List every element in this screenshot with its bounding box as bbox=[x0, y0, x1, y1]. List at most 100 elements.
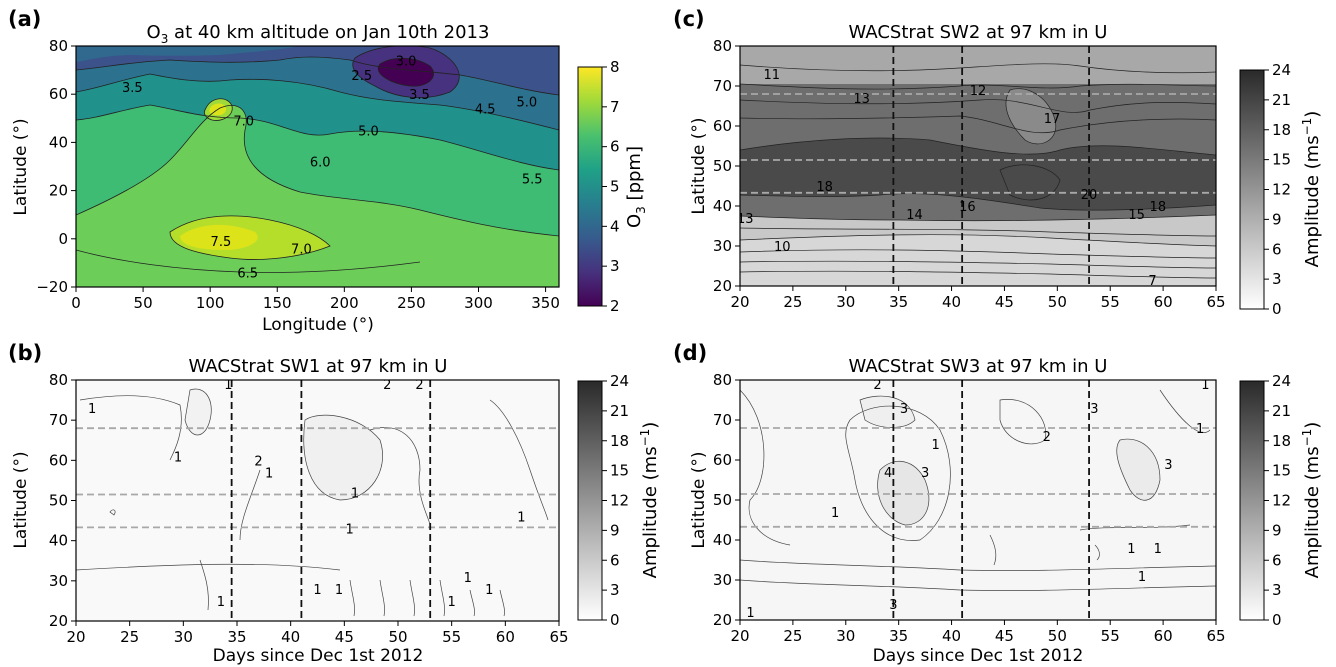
x-tick-label: 60 bbox=[1154, 293, 1173, 311]
y-tick-label: 60 bbox=[713, 451, 732, 469]
colorbar-tick-label: 12 bbox=[1272, 181, 1291, 199]
x-tick-label: 65 bbox=[549, 628, 568, 646]
x-tick-label: 350 bbox=[531, 294, 560, 312]
x-tick-label: 60 bbox=[496, 628, 515, 646]
colorbar-tick-label: 24 bbox=[610, 372, 629, 390]
x-tick-label: 25 bbox=[783, 627, 802, 645]
colorbar-tick-label: 21 bbox=[1272, 91, 1291, 109]
y-tick-label: 40 bbox=[49, 532, 68, 550]
y-tick-label: 50 bbox=[713, 491, 732, 509]
colorbar-tick-label: 3 bbox=[1272, 270, 1282, 288]
contour-label: 5.0 bbox=[516, 95, 537, 110]
x-tick-label: 45 bbox=[995, 627, 1014, 645]
colorbar-tick-label: 15 bbox=[610, 462, 629, 480]
contour-label: 13 bbox=[853, 92, 870, 107]
y-tick-label: 80 bbox=[713, 37, 732, 55]
contour-label: 18 bbox=[816, 180, 833, 195]
colorbar-tick-label: 8 bbox=[610, 58, 620, 76]
panel-b-colorbar-ticks: 0 3 6 9 12 15 18 21 24 bbox=[602, 372, 629, 629]
contour-label: 4.5 bbox=[475, 103, 496, 118]
x-tick-label: 20 bbox=[66, 628, 85, 646]
colorbar-tick-label: 3 bbox=[610, 257, 620, 275]
y-tick-label: 80 bbox=[49, 37, 68, 55]
x-tick-label: 45 bbox=[995, 293, 1014, 311]
panel-a-ylabel: Latitude (°) bbox=[11, 118, 31, 215]
contour-label: 1 bbox=[1196, 422, 1204, 437]
y-tick-label: 30 bbox=[713, 571, 732, 589]
panel-c-title: WACStrat SW2 at 97 km in U bbox=[849, 22, 1108, 43]
y-tick-label: 20 bbox=[49, 182, 68, 200]
contour-label: 2 bbox=[383, 378, 391, 393]
colorbar-tick-label: 24 bbox=[1272, 61, 1291, 79]
x-tick-label: 20 bbox=[730, 627, 749, 645]
colorbar-tick-label: 0 bbox=[1272, 300, 1282, 318]
y-tick-label: 50 bbox=[713, 157, 732, 175]
x-tick-label: 200 bbox=[330, 294, 359, 312]
y-tick-label: 60 bbox=[49, 451, 68, 469]
panel-d-colorbar-label: Amplitude (ms−1) bbox=[1300, 422, 1323, 579]
x-tick-label: 40 bbox=[281, 628, 300, 646]
y-tick-label: 20 bbox=[49, 612, 68, 630]
panel-b-xlabel: Days since Dec 1st 2012 bbox=[213, 646, 424, 666]
contour-label: 11 bbox=[763, 68, 780, 83]
contour-label: 3.0 bbox=[396, 54, 417, 69]
y-tick-label: 60 bbox=[713, 117, 732, 135]
colorbar-tick-label: 6 bbox=[610, 551, 620, 569]
panel-d-colorbar-ticks: 0 3 6 9 12 15 18 21 24 bbox=[1264, 372, 1291, 629]
colorbar-tick-label: 7 bbox=[610, 98, 620, 116]
x-tick-label: 30 bbox=[836, 293, 855, 311]
contour-label: 1 bbox=[224, 378, 232, 393]
contour-label: 1 bbox=[1201, 378, 1209, 393]
panel-d-reference-lines bbox=[740, 380, 1216, 620]
x-tick-label: 45 bbox=[335, 628, 354, 646]
panel-b-letter: (b) bbox=[8, 341, 42, 365]
panel-c-colorbar-label: Amplitude (ms−1) bbox=[1300, 111, 1323, 268]
contour-label: 3.5 bbox=[409, 88, 430, 103]
colorbar-tick-label: 12 bbox=[1272, 492, 1291, 510]
contour-label: 1 bbox=[517, 511, 525, 526]
y-tick-label: 80 bbox=[713, 371, 732, 389]
y-tick-label: 20 bbox=[713, 277, 732, 295]
panel-a-letter: (a) bbox=[8, 7, 41, 31]
contour-label: 1 bbox=[448, 595, 456, 610]
y-tick-label: 40 bbox=[713, 531, 732, 549]
contour-label: 2.5 bbox=[351, 69, 372, 84]
contour-label: 3 bbox=[1090, 402, 1098, 417]
y-tick-label: 0 bbox=[58, 230, 68, 248]
panel-b-ticks: 20 25 30 35 40 45 50 55 60 65 20 30 40 50 60 70 80 bbox=[49, 371, 569, 646]
contour-label: 1 bbox=[217, 595, 225, 610]
x-tick-label: 150 bbox=[263, 294, 292, 312]
panel-b-title: WACStrat SW1 at 97 km in U bbox=[189, 356, 448, 377]
contour-label: 1 bbox=[464, 571, 472, 586]
contour-label: 1 bbox=[335, 583, 343, 598]
contour-label: 1 bbox=[746, 606, 754, 621]
contour-label: 1 bbox=[313, 583, 321, 598]
panel-a-contour-labels: 3.5 2.5 3.0 3.5 4.5 5.0 7.0 5.0 6.0 5.5 7.5 7.0 6.5 bbox=[122, 54, 543, 281]
panel-d-xlabel: Days since Dec 1st 2012 bbox=[873, 646, 1084, 666]
contour-label: 6.5 bbox=[237, 267, 258, 282]
x-tick-label: 30 bbox=[174, 628, 193, 646]
y-tick-label: 30 bbox=[49, 572, 68, 590]
y-tick-label: 40 bbox=[49, 133, 68, 151]
x-tick-label: 50 bbox=[134, 294, 153, 312]
contour-label: 1 bbox=[88, 402, 96, 417]
contour-label: 2 bbox=[873, 378, 881, 393]
contour-label: 1 bbox=[932, 438, 940, 453]
x-tick-label: 55 bbox=[442, 628, 461, 646]
x-tick-label: 50 bbox=[388, 628, 407, 646]
panel-a-title: O3 at 40 km altitude on Jan 10th 2013 bbox=[147, 22, 490, 46]
contour-label: 5.0 bbox=[358, 124, 379, 139]
panel-b-colorbar bbox=[577, 380, 603, 621]
contour-label: 1 bbox=[351, 486, 359, 501]
x-tick-label: 50 bbox=[1048, 627, 1067, 645]
y-tick-label: 70 bbox=[713, 411, 732, 429]
x-tick-label: 65 bbox=[1206, 627, 1225, 645]
colorbar-tick-label: 9 bbox=[1272, 521, 1282, 539]
x-tick-label: 35 bbox=[889, 293, 908, 311]
colorbar-tick-label: 9 bbox=[610, 521, 620, 539]
colorbar-tick-label: 6 bbox=[1272, 240, 1282, 258]
